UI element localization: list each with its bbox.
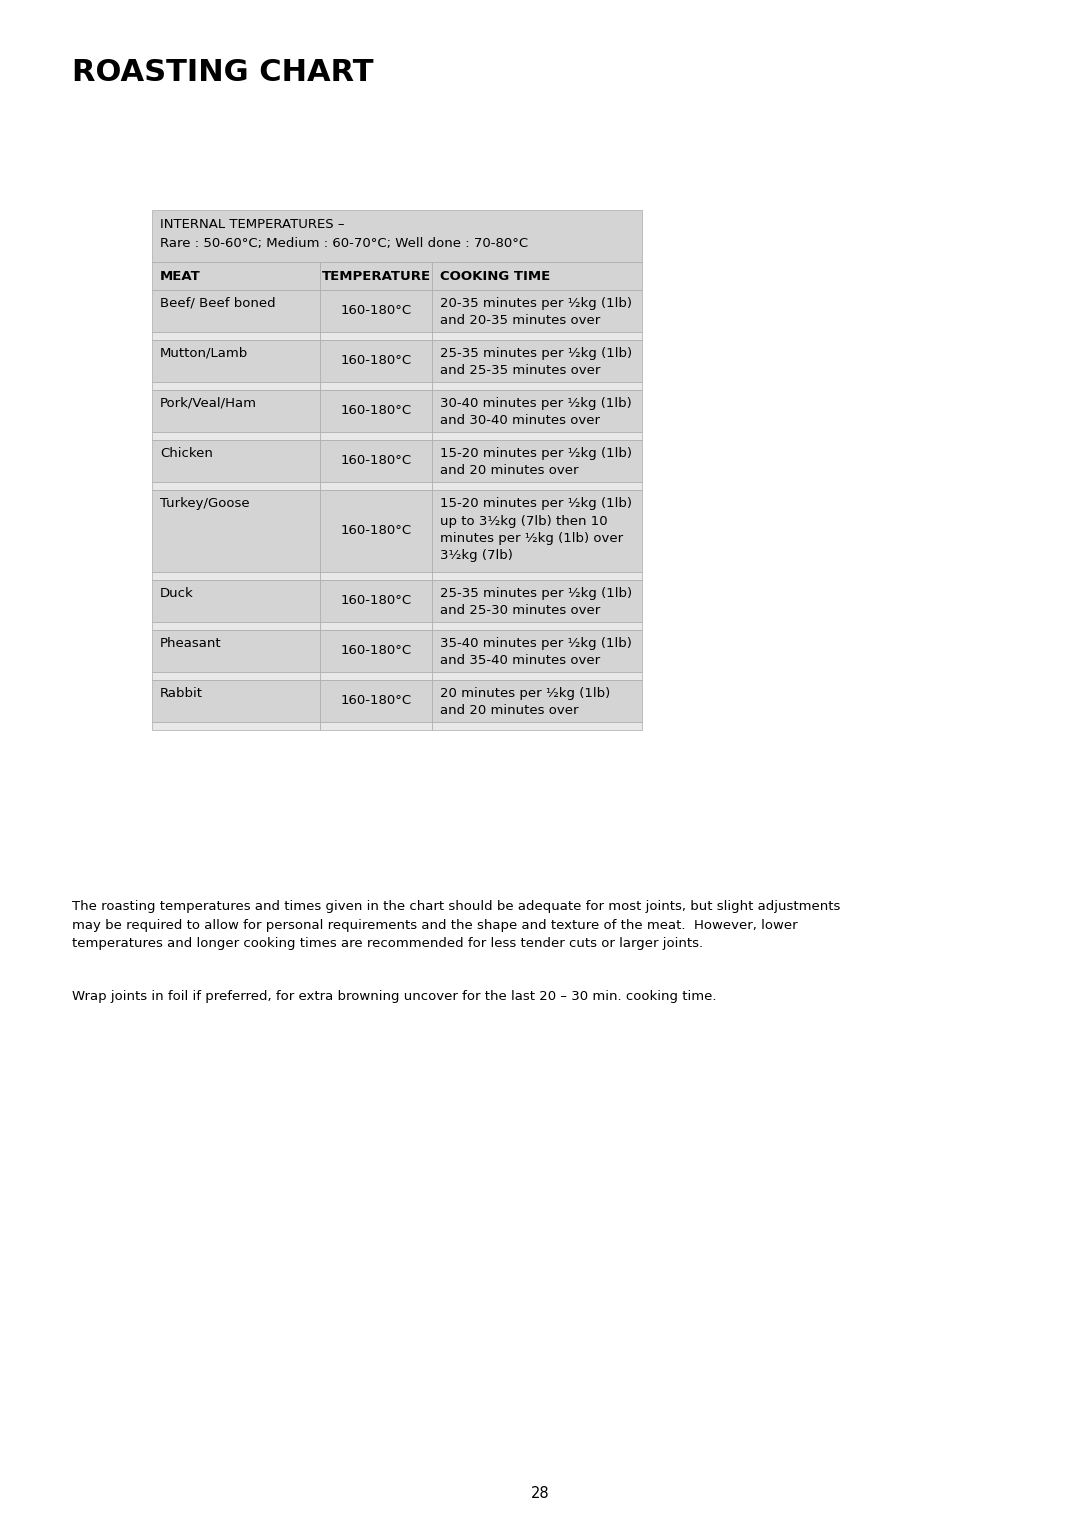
- Bar: [152, 680, 320, 723]
- Bar: [320, 490, 432, 571]
- Text: 160-180°C: 160-180°C: [340, 354, 411, 368]
- Bar: [152, 382, 320, 390]
- Bar: [152, 390, 320, 432]
- Text: Pheasant: Pheasant: [160, 637, 221, 649]
- Bar: [320, 622, 432, 630]
- Text: Wrap joints in foil if preferred, for extra browning uncover for the last 20 – 3: Wrap joints in foil if preferred, for ex…: [72, 990, 716, 1002]
- Bar: [320, 440, 432, 481]
- Text: 28: 28: [530, 1485, 550, 1500]
- Bar: [152, 672, 320, 680]
- Bar: [432, 622, 642, 630]
- Bar: [432, 581, 642, 622]
- Bar: [320, 290, 432, 332]
- Text: The roasting temperatures and times given in the chart should be adequate for mo: The roasting temperatures and times give…: [72, 900, 840, 950]
- Bar: [152, 490, 320, 571]
- Bar: [432, 680, 642, 723]
- Bar: [152, 290, 320, 332]
- Bar: [152, 622, 320, 630]
- Bar: [320, 390, 432, 432]
- Bar: [432, 723, 642, 730]
- Bar: [152, 432, 320, 440]
- Bar: [320, 341, 432, 382]
- Bar: [432, 390, 642, 432]
- Text: Duck: Duck: [160, 587, 193, 601]
- Bar: [320, 432, 432, 440]
- Bar: [432, 261, 642, 290]
- Text: 160-180°C: 160-180°C: [340, 594, 411, 608]
- Bar: [320, 261, 432, 290]
- Text: INTERNAL TEMPERATURES –
Rare : 50-60°C; Medium : 60-70°C; Well done : 70-80°C: INTERNAL TEMPERATURES – Rare : 50-60°C; …: [160, 219, 528, 249]
- Bar: [320, 571, 432, 581]
- Text: 15-20 minutes per ½kg (1lb)
and 20 minutes over: 15-20 minutes per ½kg (1lb) and 20 minut…: [440, 448, 632, 477]
- Bar: [152, 581, 320, 622]
- Bar: [152, 630, 320, 672]
- Text: 20-35 minutes per ½kg (1lb)
and 20-35 minutes over: 20-35 minutes per ½kg (1lb) and 20-35 mi…: [440, 296, 632, 327]
- Text: ROASTING CHART: ROASTING CHART: [72, 58, 374, 87]
- Bar: [432, 490, 642, 571]
- Text: 20 minutes per ½kg (1lb)
and 20 minutes over: 20 minutes per ½kg (1lb) and 20 minutes …: [440, 688, 610, 718]
- Bar: [320, 382, 432, 390]
- Text: Pork/Veal/Ham: Pork/Veal/Ham: [160, 397, 257, 410]
- Text: Mutton/Lamb: Mutton/Lamb: [160, 347, 248, 361]
- Bar: [152, 440, 320, 481]
- Text: Beef/ Beef boned: Beef/ Beef boned: [160, 296, 275, 310]
- Bar: [320, 680, 432, 723]
- Bar: [432, 332, 642, 341]
- Bar: [152, 209, 642, 261]
- Text: 30-40 minutes per ½kg (1lb)
and 30-40 minutes over: 30-40 minutes per ½kg (1lb) and 30-40 mi…: [440, 397, 632, 428]
- Text: Chicken: Chicken: [160, 448, 213, 460]
- Text: 160-180°C: 160-180°C: [340, 405, 411, 417]
- Bar: [152, 332, 320, 341]
- Text: TEMPERATURE: TEMPERATURE: [322, 269, 431, 283]
- Bar: [432, 432, 642, 440]
- Bar: [152, 481, 320, 490]
- Bar: [152, 571, 320, 581]
- Bar: [152, 261, 320, 290]
- Text: 160-180°C: 160-180°C: [340, 304, 411, 318]
- Bar: [432, 630, 642, 672]
- Text: 160-180°C: 160-180°C: [340, 645, 411, 657]
- Text: Rabbit: Rabbit: [160, 688, 203, 700]
- Text: 35-40 minutes per ½kg (1lb)
and 35-40 minutes over: 35-40 minutes per ½kg (1lb) and 35-40 mi…: [440, 637, 632, 668]
- Text: 160-180°C: 160-180°C: [340, 695, 411, 707]
- Bar: [320, 630, 432, 672]
- Bar: [432, 672, 642, 680]
- Bar: [432, 440, 642, 481]
- Bar: [432, 571, 642, 581]
- Bar: [432, 382, 642, 390]
- Text: 25-35 minutes per ½kg (1lb)
and 25-35 minutes over: 25-35 minutes per ½kg (1lb) and 25-35 mi…: [440, 347, 632, 377]
- Bar: [320, 672, 432, 680]
- Bar: [320, 723, 432, 730]
- Bar: [320, 581, 432, 622]
- Text: 15-20 minutes per ½kg (1lb)
up to 3½kg (7lb) then 10
minutes per ½kg (1lb) over
: 15-20 minutes per ½kg (1lb) up to 3½kg (…: [440, 497, 632, 562]
- Text: 160-180°C: 160-180°C: [340, 454, 411, 468]
- Bar: [152, 723, 320, 730]
- Text: Turkey/Goose: Turkey/Goose: [160, 497, 249, 510]
- Text: 25-35 minutes per ½kg (1lb)
and 25-30 minutes over: 25-35 minutes per ½kg (1lb) and 25-30 mi…: [440, 587, 632, 617]
- Bar: [152, 341, 320, 382]
- Bar: [432, 341, 642, 382]
- Text: 160-180°C: 160-180°C: [340, 524, 411, 538]
- Text: MEAT: MEAT: [160, 269, 201, 283]
- Bar: [320, 332, 432, 341]
- Bar: [432, 481, 642, 490]
- Bar: [320, 481, 432, 490]
- Text: COOKING TIME: COOKING TIME: [440, 269, 550, 283]
- Bar: [432, 290, 642, 332]
